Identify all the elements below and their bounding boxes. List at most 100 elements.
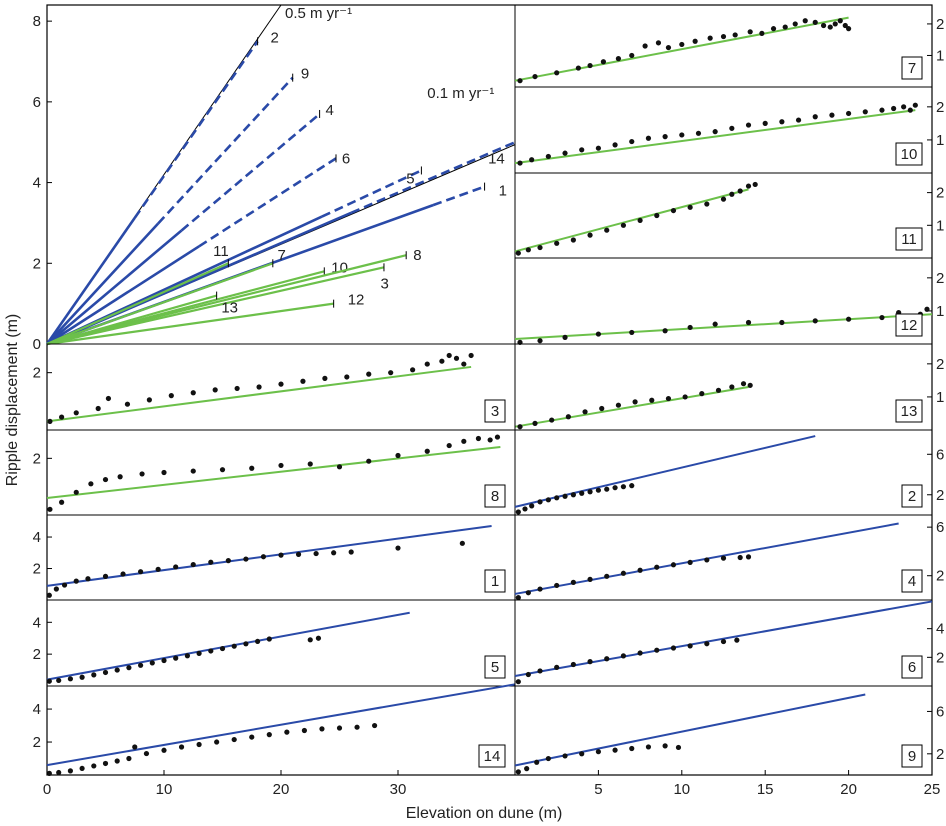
data-point — [545, 153, 551, 160]
data-point — [73, 489, 79, 495]
fit-line — [46, 446, 501, 499]
data-point — [891, 105, 897, 112]
data-point — [102, 669, 109, 676]
panel-id-label: 5 — [491, 659, 499, 676]
data-point — [173, 655, 179, 661]
data-point — [319, 726, 325, 732]
y-tick-label: 2 — [936, 16, 944, 33]
data-point — [300, 378, 306, 384]
data-point — [862, 109, 868, 115]
data-point — [85, 576, 91, 582]
series-label-2: 2 — [270, 29, 278, 46]
data-point — [654, 647, 660, 653]
series-label-1: 1 — [499, 183, 507, 200]
data-point — [534, 759, 540, 765]
data-point — [637, 650, 643, 656]
data-point — [545, 497, 551, 503]
panel-10: 1 2 10 — [514, 86, 944, 174]
data-point — [132, 744, 138, 750]
data-point — [662, 328, 668, 334]
data-point — [61, 582, 68, 588]
series-label-8: 8 — [413, 247, 421, 264]
panel-frame — [514, 343, 933, 431]
panel-1: 2 4 1 — [33, 514, 516, 601]
data-point — [126, 755, 132, 762]
data-point — [562, 334, 568, 340]
data-point — [53, 586, 59, 592]
data-point — [665, 44, 672, 51]
y-tick-label: 1 — [936, 132, 944, 149]
data-point — [654, 564, 660, 570]
data-point — [695, 130, 702, 136]
data-point — [208, 559, 214, 565]
data-point — [670, 645, 677, 651]
panel-id-box — [895, 227, 923, 251]
data-point — [812, 318, 818, 324]
data-point — [734, 637, 740, 643]
panel-id-box — [478, 744, 506, 768]
data-point — [95, 405, 101, 412]
data-point — [812, 114, 818, 120]
panel-frame — [514, 4, 933, 88]
data-point — [554, 240, 560, 246]
data-point — [459, 540, 465, 546]
series-line-3 — [46, 266, 385, 346]
data-point — [595, 331, 602, 337]
data-point — [715, 387, 722, 393]
data-point — [832, 21, 838, 27]
data-point — [829, 112, 835, 118]
fit-line — [514, 693, 866, 767]
panel-9: 2 6 9 — [514, 685, 944, 776]
data-point — [720, 638, 727, 645]
data-point — [56, 769, 62, 776]
data-point — [301, 727, 307, 734]
data-point — [587, 659, 593, 665]
data-point — [517, 424, 523, 430]
data-point — [637, 567, 643, 573]
data-point — [846, 316, 852, 322]
panel-id-box — [895, 142, 923, 166]
data-point — [67, 768, 73, 774]
data-point — [579, 751, 585, 757]
series-line-4 — [46, 229, 183, 345]
data-point — [545, 755, 551, 762]
data-point — [637, 217, 643, 224]
panel-id-label: 13 — [901, 403, 918, 420]
data-point — [846, 110, 852, 117]
data-point — [612, 485, 618, 491]
series-label-11: 11 — [213, 243, 229, 260]
data-point — [155, 566, 161, 572]
data-point — [91, 672, 97, 678]
y-tick-label: 4 — [33, 529, 41, 546]
series-line-2 — [45, 217, 136, 345]
data-point — [879, 107, 885, 113]
data-point — [595, 487, 602, 493]
series-label-4: 4 — [325, 102, 333, 119]
data-point — [114, 758, 120, 764]
panel-13: 1 2 13 — [514, 343, 944, 431]
data-point — [522, 506, 528, 512]
data-point — [446, 352, 452, 359]
data-point — [612, 142, 618, 148]
data-point — [779, 119, 785, 125]
data-point — [120, 571, 126, 577]
panel-id-box — [901, 484, 923, 508]
data-point — [225, 558, 231, 564]
y-tick-label: 2 — [936, 356, 944, 373]
data-point — [515, 250, 521, 256]
y-tick-label: 6 — [936, 519, 944, 536]
data-point — [515, 769, 521, 775]
series-line-dashed-5 — [321, 169, 422, 218]
data-point — [704, 641, 710, 647]
reference-line-label: 0.1 m yr⁻¹ — [427, 85, 494, 102]
series-label-9: 9 — [301, 66, 309, 83]
data-point — [562, 150, 568, 156]
data-point — [102, 573, 109, 579]
data-point — [453, 355, 460, 361]
panel-id-label: 14 — [484, 748, 501, 765]
panel-14: 2 4 14 — [33, 683, 516, 776]
data-point — [173, 564, 179, 570]
y-tick-label: 4 — [33, 175, 41, 192]
data-point — [67, 676, 73, 682]
